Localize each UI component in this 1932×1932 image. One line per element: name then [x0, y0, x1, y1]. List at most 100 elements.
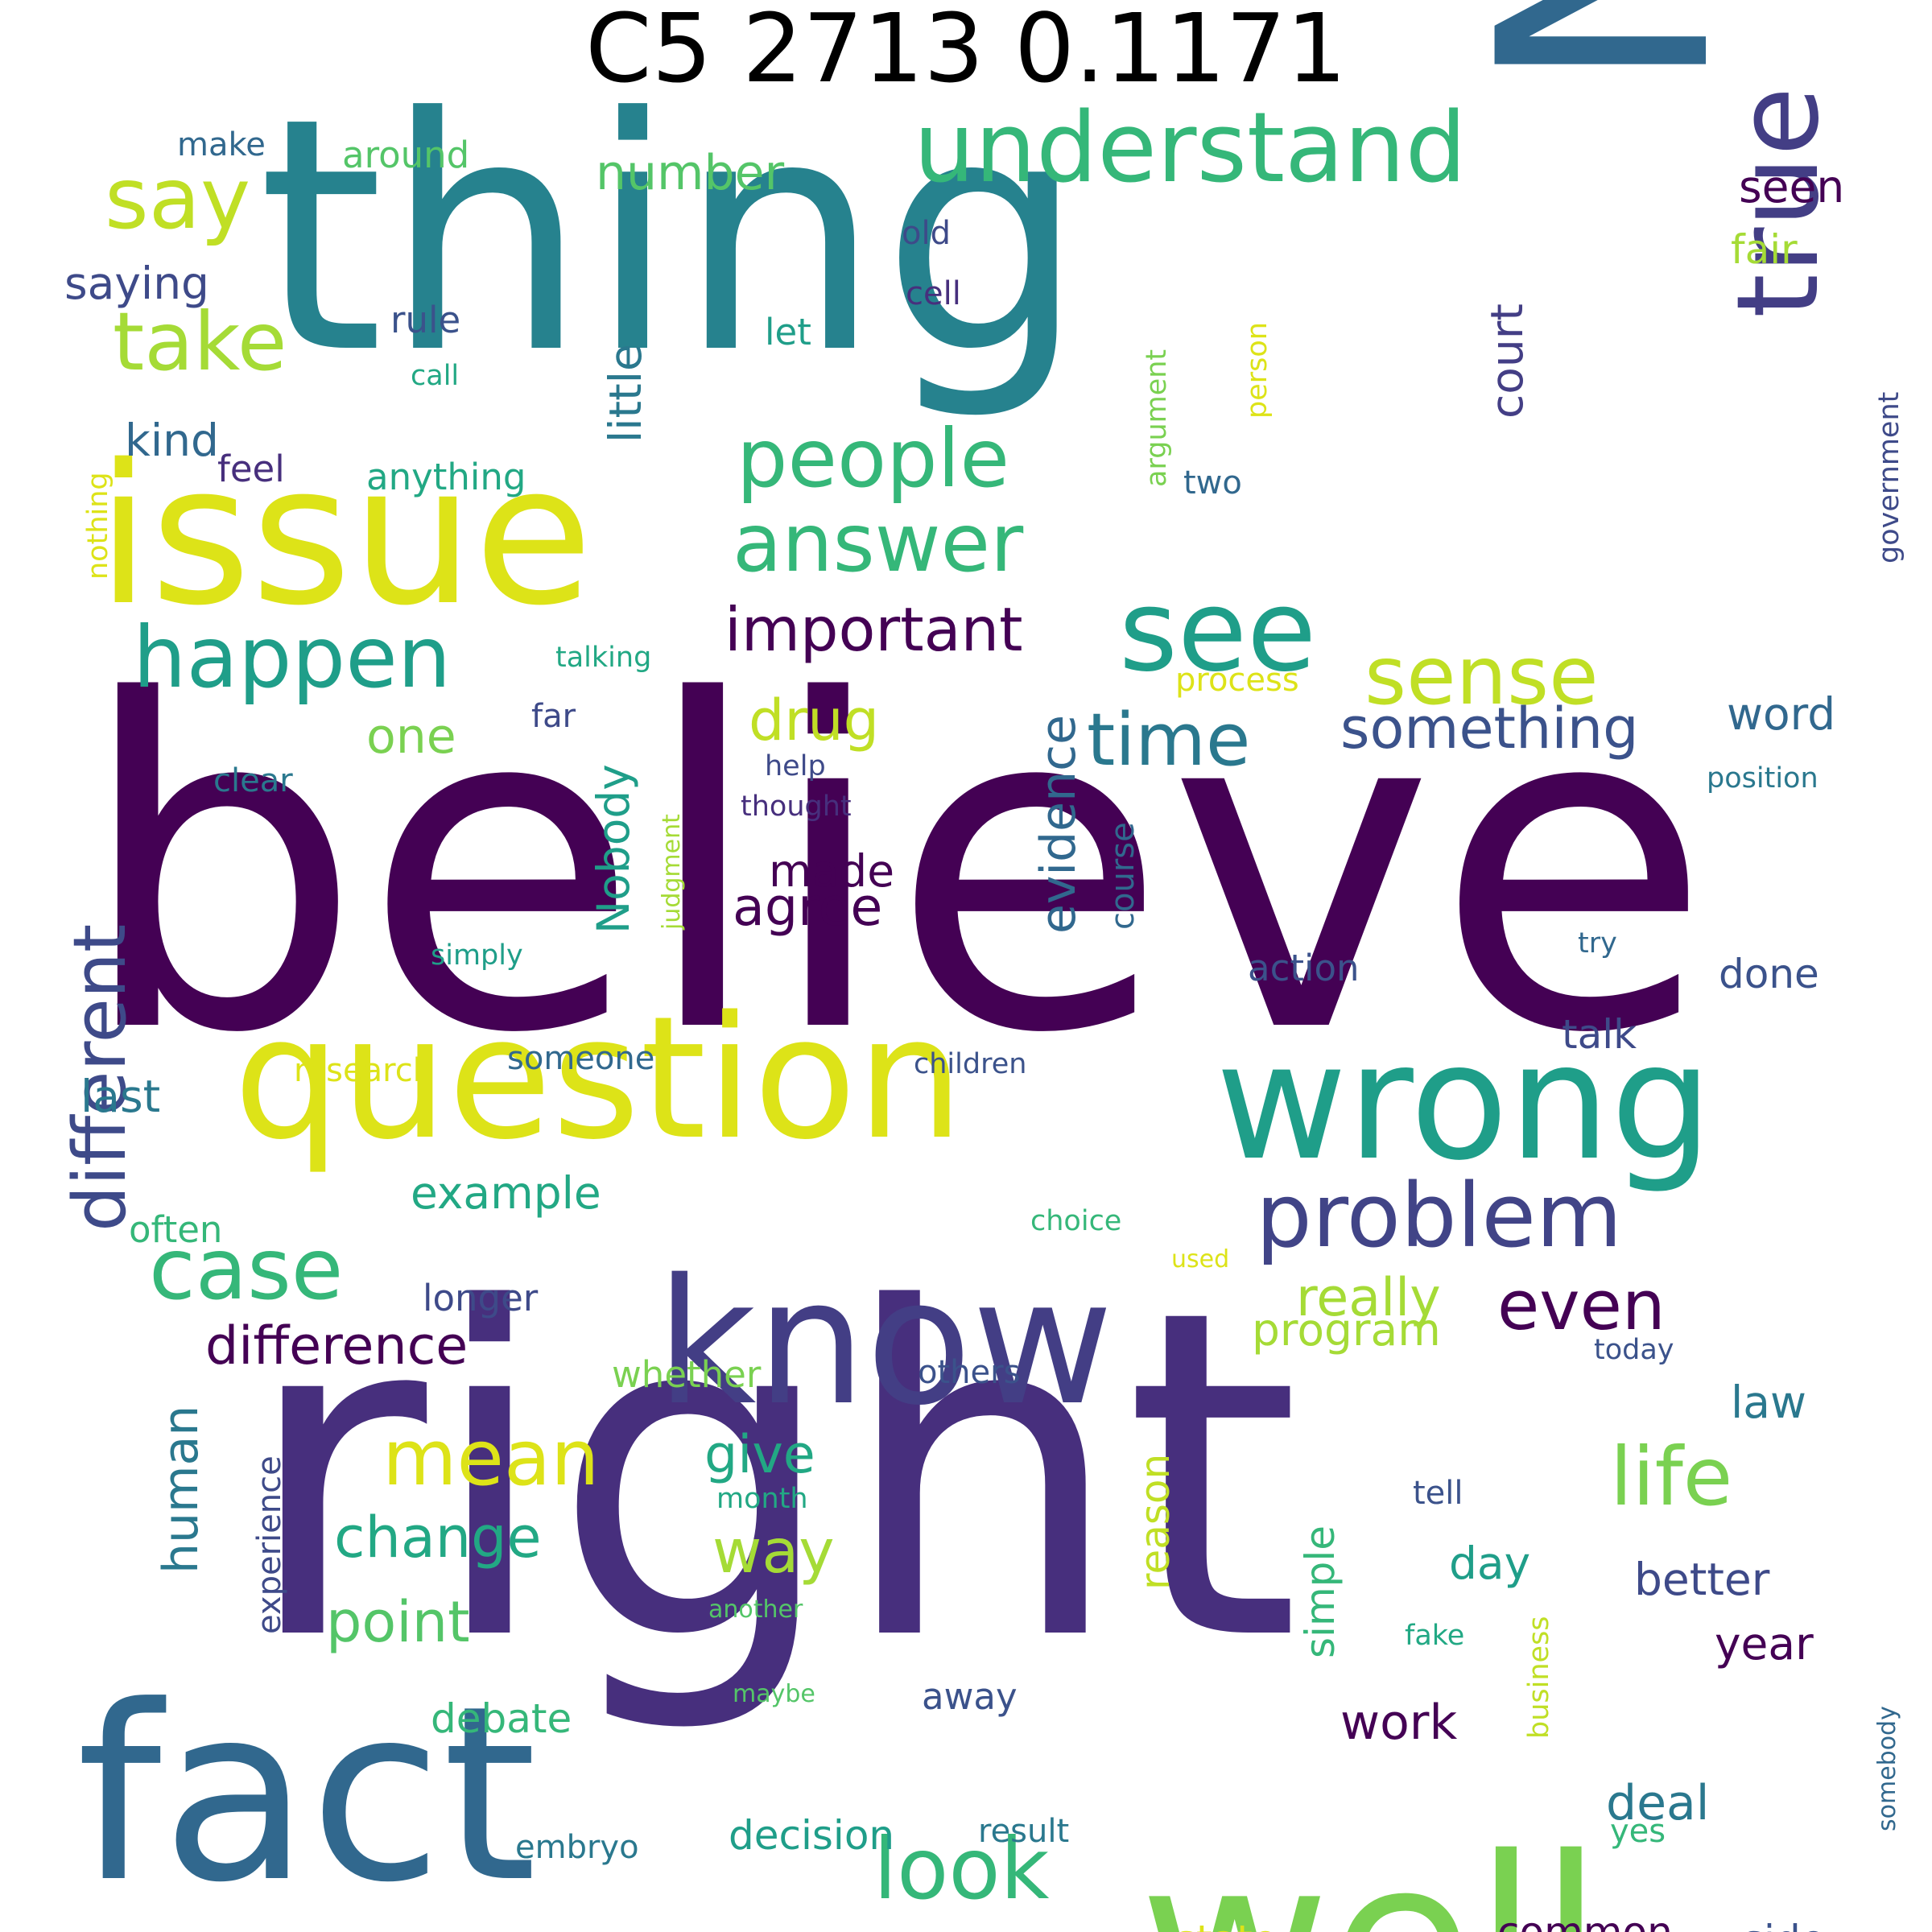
word-human: human	[153, 1405, 209, 1574]
word-example: example	[411, 1167, 601, 1219]
word-see: see	[1119, 566, 1317, 697]
word-someone: someone	[507, 1040, 655, 1077]
word-agree: agree	[733, 877, 883, 938]
word-happen: happen	[133, 609, 452, 707]
word-little: little	[600, 344, 651, 443]
word-children: children	[914, 1048, 1027, 1080]
word-thought: thought	[741, 791, 852, 823]
word-decision: decision	[729, 1812, 895, 1859]
word-even: even	[1497, 1266, 1666, 1346]
word-really: really	[1296, 1268, 1441, 1328]
word-embryo: embryo	[515, 1829, 639, 1866]
word-tell: tell	[1413, 1475, 1463, 1512]
word-choice: choice	[1030, 1205, 1122, 1237]
word-something: something	[1340, 696, 1639, 762]
word-made: made	[769, 845, 895, 897]
word-whether: whether	[612, 1353, 762, 1396]
word-others: others	[918, 1354, 1021, 1391]
word-day: day	[1449, 1538, 1531, 1589]
word-let: let	[765, 311, 811, 353]
word-right: right	[242, 1215, 1301, 1740]
word-year: year	[1715, 1618, 1814, 1670]
word-try: try	[1578, 927, 1617, 960]
word-process: process	[1175, 662, 1299, 699]
word-word: word	[1727, 688, 1836, 740]
word-result: result	[978, 1813, 1070, 1850]
word-one: one	[366, 708, 456, 765]
word-matter: matter	[89, 1928, 225, 1932]
word-feel: feel	[217, 448, 285, 490]
word-state: state	[1175, 1920, 1278, 1932]
word-understand: understand	[914, 93, 1467, 204]
word-research: research	[294, 1052, 434, 1089]
word-number: number	[596, 145, 785, 201]
word-better: better	[1634, 1554, 1770, 1605]
word-fair: fair	[1731, 226, 1798, 273]
word-cell: cell	[906, 275, 961, 312]
word-person: person	[1241, 322, 1274, 419]
word-longer: longer	[423, 1277, 539, 1319]
word-fake: fake	[1405, 1620, 1465, 1652]
word-issue: issue	[97, 423, 593, 648]
word-problem: problem	[1256, 1164, 1623, 1267]
word-sense: sense	[1364, 629, 1599, 723]
word-case: case	[149, 1220, 344, 1319]
word-help: help	[765, 750, 826, 782]
word-law: law	[1731, 1377, 1806, 1428]
word-know: know	[656, 1241, 1114, 1443]
chart-title: C5 2713 0.1171	[585, 0, 1347, 104]
word-call: call	[411, 360, 460, 392]
word-somebody: somebody	[1873, 1706, 1901, 1831]
word-fact: fact	[76, 1654, 538, 1932]
word-used: used	[1171, 1245, 1230, 1274]
word-simple: simple	[1297, 1525, 1344, 1658]
word-another: another	[708, 1596, 803, 1624]
word-deal: deal	[1606, 1775, 1710, 1831]
word-wrong: wrong	[1216, 1009, 1713, 1196]
word-nothing: nothing	[82, 472, 114, 580]
word-evidence: evidence	[1030, 714, 1087, 934]
word-now: Now	[1437, 0, 1774, 93]
word-answer: answer	[733, 496, 1024, 590]
word-drug: drug	[749, 687, 880, 753]
word-mean: mean	[382, 1414, 600, 1503]
word-life: life	[1610, 1430, 1733, 1524]
word-around: around	[342, 134, 470, 176]
word-away: away	[922, 1675, 1018, 1718]
word-far: far	[531, 698, 576, 735]
word-time: time	[1087, 698, 1251, 782]
word-give: give	[704, 1425, 815, 1485]
word-action: action	[1248, 947, 1360, 989]
word-course: course	[1104, 822, 1141, 930]
word-experience: experience	[251, 1455, 288, 1634]
word-well: well	[1139, 1827, 1604, 1932]
word-difference: difference	[205, 1316, 469, 1377]
word-point: point	[326, 1589, 470, 1655]
word-common: common	[1497, 1909, 1673, 1932]
word-make: make	[177, 126, 266, 163]
word-important: important	[724, 594, 1023, 665]
word-maybe: maybe	[733, 1680, 815, 1708]
word-reason: reason	[1132, 1453, 1179, 1590]
word-rule: rule	[390, 299, 461, 341]
word-question: question	[233, 980, 964, 1177]
word-change: change	[334, 1505, 542, 1571]
word-business: business	[1523, 1616, 1555, 1739]
word-court: court	[1481, 303, 1533, 419]
word-clear: clear	[213, 762, 293, 799]
word-last: last	[80, 1071, 161, 1122]
word-saying: saying	[64, 258, 209, 309]
word-talking: talking	[555, 642, 652, 674]
word-anything: anything	[366, 456, 526, 498]
word-nobody: Nobody	[588, 764, 639, 934]
word-talk: talk	[1562, 1011, 1637, 1058]
word-way: way	[712, 1516, 835, 1587]
word-old: old	[902, 215, 951, 252]
word-position: position	[1707, 762, 1818, 795]
word-done: done	[1719, 951, 1819, 997]
word-work: work	[1340, 1695, 1458, 1751]
word-yes: yes	[1610, 1813, 1666, 1850]
word-kind: kind	[125, 415, 219, 466]
